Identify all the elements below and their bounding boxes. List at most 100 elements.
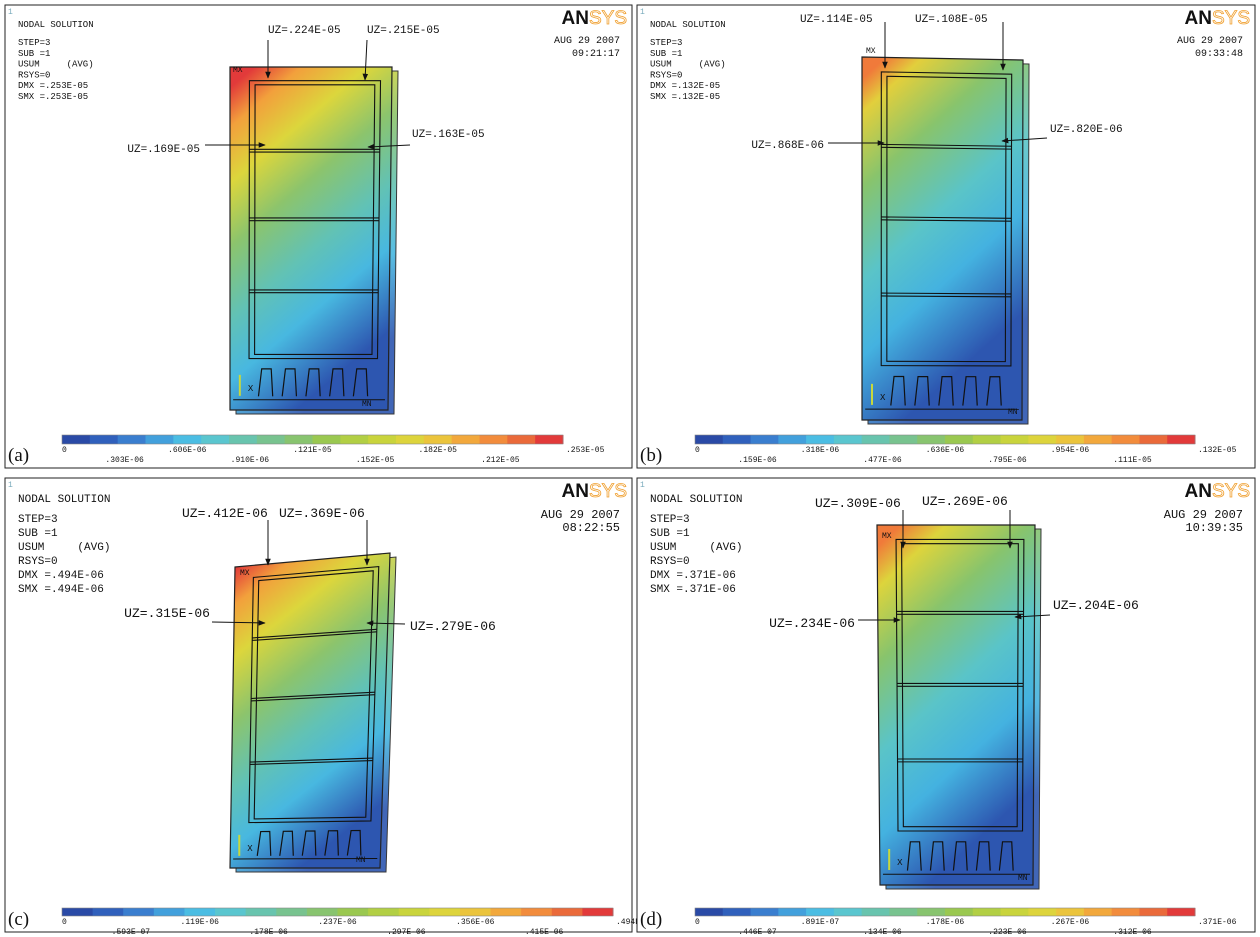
legend-swatch bbox=[184, 908, 216, 916]
legend-swatch bbox=[806, 435, 835, 444]
legend-border bbox=[61, 434, 564, 445]
header-line: STEP=3 bbox=[18, 38, 50, 48]
header-line: SUB =1 bbox=[18, 49, 50, 59]
fin bbox=[952, 841, 968, 871]
legend-border bbox=[694, 434, 1196, 445]
legend-swatch bbox=[1167, 435, 1196, 444]
legend-swatch bbox=[722, 435, 752, 444]
legend-swatch bbox=[245, 908, 277, 916]
max-marker: MX bbox=[882, 532, 892, 541]
annotation-arrow bbox=[362, 39, 369, 81]
logo-an: AN bbox=[562, 481, 589, 502]
legend-label: .318E-06 bbox=[801, 446, 840, 455]
legend-label: 0 bbox=[695, 918, 700, 927]
legend-swatch bbox=[123, 908, 155, 916]
triad-label: X bbox=[880, 393, 886, 403]
legend-swatch bbox=[62, 908, 94, 916]
legend-label: .415E-06 bbox=[525, 928, 564, 937]
header-line: SMX =.494E-06 bbox=[18, 584, 104, 596]
legend-swatch bbox=[1139, 435, 1168, 444]
legend-swatch bbox=[368, 435, 397, 444]
legend-label: .312E-06 bbox=[1113, 928, 1152, 937]
max-marker: MX bbox=[240, 569, 250, 578]
header-line: RSYS=0 bbox=[650, 70, 682, 80]
fin bbox=[890, 375, 906, 406]
header-line: USUM (AVG) bbox=[650, 542, 742, 554]
logo-sys: SYS bbox=[1212, 8, 1250, 29]
date: AUG 29 2007 bbox=[554, 36, 620, 47]
annotation: UZ=.163E-05 bbox=[412, 129, 485, 141]
legend-swatch bbox=[861, 435, 890, 444]
fin bbox=[906, 841, 922, 871]
legend-label: .910E-06 bbox=[231, 456, 270, 465]
annotation: UZ=.279E-06 bbox=[410, 619, 496, 634]
legend-swatch bbox=[89, 435, 119, 444]
legend-swatch bbox=[173, 435, 202, 444]
legend-label: .891E-07 bbox=[801, 918, 840, 927]
legend-swatch bbox=[153, 908, 185, 916]
header-line: RSYS=0 bbox=[650, 556, 690, 568]
legend-label: .178E-06 bbox=[926, 918, 965, 927]
legend-swatch bbox=[1139, 908, 1168, 916]
annotation: UZ=.204E-06 bbox=[1053, 598, 1139, 613]
legend-swatch bbox=[833, 908, 863, 916]
legend-swatch bbox=[256, 435, 286, 444]
annotation: UZ=.269E-06 bbox=[922, 494, 1008, 509]
fin bbox=[938, 376, 954, 406]
legend-swatch bbox=[312, 435, 341, 444]
header-line: USUM (AVG) bbox=[650, 60, 726, 70]
header-line: SUB =1 bbox=[650, 528, 690, 540]
beam bbox=[249, 757, 373, 763]
fin bbox=[346, 829, 362, 856]
legend-label: 0 bbox=[62, 446, 67, 455]
legend-swatch bbox=[535, 435, 564, 444]
header-line: USUM (AVG) bbox=[18, 542, 110, 554]
annotation: UZ=.412E-06 bbox=[182, 506, 268, 521]
fin bbox=[305, 368, 321, 397]
min-marker: MN bbox=[356, 856, 366, 865]
annotation: UZ=.820E-06 bbox=[1050, 124, 1123, 136]
legend-label: .356E-06 bbox=[456, 918, 495, 927]
annotation: UZ=.224E-05 bbox=[268, 25, 341, 37]
max-marker: MX bbox=[233, 66, 243, 75]
annotation-arrow bbox=[211, 620, 266, 626]
legend-swatch bbox=[340, 435, 369, 444]
legend-swatch bbox=[276, 908, 308, 916]
annotation: UZ=.108E-05 bbox=[915, 14, 988, 26]
legend-label: .111E-05 bbox=[1113, 456, 1152, 465]
beam bbox=[251, 691, 375, 700]
legend-swatch bbox=[1056, 908, 1085, 916]
beam bbox=[881, 292, 1012, 295]
legend-label: .132E-05 bbox=[1198, 446, 1237, 455]
legend-label: .446E-07 bbox=[738, 928, 777, 937]
header-line: DMX =.253E-05 bbox=[18, 81, 88, 91]
legend-swatch bbox=[284, 435, 313, 444]
legend-swatch bbox=[833, 435, 863, 444]
header-line: NODAL SOLUTION bbox=[650, 20, 726, 30]
legend-swatch bbox=[889, 908, 918, 916]
legend-swatch bbox=[1028, 435, 1057, 444]
fin bbox=[257, 368, 274, 397]
legend-swatch bbox=[396, 435, 425, 444]
beam bbox=[249, 760, 373, 766]
legend-label: .134E-06 bbox=[863, 928, 902, 937]
legend-swatch bbox=[1056, 435, 1085, 444]
min-marker: MN bbox=[362, 400, 372, 409]
legend-swatch bbox=[945, 908, 974, 916]
legend-swatch bbox=[429, 908, 461, 916]
fin bbox=[256, 830, 272, 856]
legend-border bbox=[61, 907, 614, 917]
beam bbox=[881, 219, 1012, 222]
fin bbox=[962, 376, 978, 406]
annotation: UZ=.309E-06 bbox=[815, 496, 901, 511]
legend-label: .178E-06 bbox=[249, 928, 288, 937]
legend-swatch bbox=[917, 908, 946, 916]
legend-swatch bbox=[451, 435, 480, 444]
legend-swatch bbox=[1000, 908, 1029, 916]
header-line: STEP=3 bbox=[650, 38, 682, 48]
fin bbox=[324, 830, 339, 856]
time: 08:22:55 bbox=[562, 521, 620, 535]
legend-swatch bbox=[490, 908, 522, 916]
